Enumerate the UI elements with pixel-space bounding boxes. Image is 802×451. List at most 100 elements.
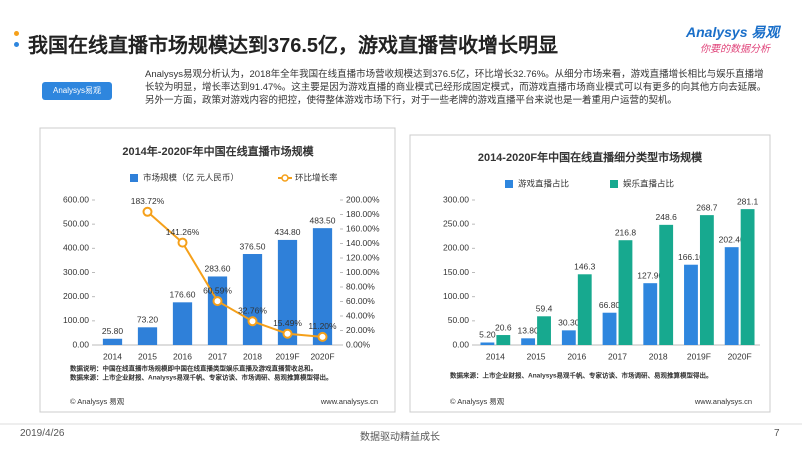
data-label: 281.1 [737, 196, 759, 206]
data-label: 30.30 [558, 318, 580, 328]
x-tick-label: 2014 [486, 351, 505, 361]
chart-note: 数据说明：中国在线直播市场规模即中国在线直播类型娱乐直播及游戏直播营收总和。 [70, 364, 317, 373]
panel [39, 127, 396, 413]
bar [277, 239, 298, 345]
y-tick-label: 50.00 [448, 315, 470, 325]
data-label: 127.90 [637, 270, 663, 280]
y-tick-label: 300.00 [63, 267, 89, 277]
data-label: 11.20% [308, 321, 337, 331]
x-tick-label: 2014 [103, 351, 122, 361]
data-label: 15.49% [273, 318, 302, 328]
data-label: 248.6 [656, 212, 678, 222]
x-tick-label: 2015 [138, 351, 157, 361]
bar [561, 330, 576, 345]
x-tick-label: 2017 [208, 351, 227, 361]
legend-swatch [610, 180, 618, 188]
bar [699, 215, 714, 345]
data-label: 59.4 [536, 304, 553, 314]
legend-label: 环比增长率 [295, 172, 338, 182]
x-tick-label: 2019F [275, 351, 299, 361]
copyright: © Analysys 易观 [450, 397, 505, 406]
y-tick-label: 0.00 [452, 339, 469, 349]
data-label: 183.72% [131, 196, 165, 206]
legend-swatch [130, 174, 138, 182]
data-label: 60.59% [203, 285, 232, 295]
page-number: 7 [774, 428, 780, 439]
line-point [177, 237, 188, 248]
y-tick-label: 500.00 [63, 218, 89, 228]
y-tick-label: 150.00 [443, 267, 469, 277]
legend-label: 游戏直播占比 [518, 178, 569, 188]
y2-tick-label: 160.00% [346, 223, 380, 233]
x-tick-label: 2020F [728, 351, 752, 361]
bar [102, 338, 123, 345]
bar [724, 247, 739, 345]
legend-swatch [505, 180, 513, 188]
bar [172, 302, 193, 345]
bar [137, 327, 158, 345]
y2-tick-label: 180.00% [346, 209, 380, 219]
y2-tick-label: 100.00% [346, 267, 380, 277]
legend-label: 娱乐直播占比 [623, 178, 674, 188]
chart-note: 数据来源：上市企业财报、Analysys易观千帆、专家访谈、市场调研、易观推算模… [450, 371, 713, 380]
data-label: 32.76% [238, 305, 267, 315]
footer-date: 2019/4/26 [20, 428, 65, 439]
copyright: © Analysys 易观 [70, 397, 125, 406]
source-url: www.analysys.cn [320, 397, 378, 406]
data-label: 73.20 [137, 315, 159, 325]
x-tick-label: 2020F [310, 351, 334, 361]
line-point [317, 331, 328, 342]
line [146, 211, 323, 338]
bullet [14, 31, 19, 36]
bar [480, 342, 495, 345]
bar [242, 254, 263, 345]
data-label: 202.40 [719, 234, 745, 244]
x-tick-label: 2016 [173, 351, 192, 361]
line-point [247, 316, 258, 327]
y-tick-label: 0.00 [72, 339, 89, 349]
legend-label: 市场规模（亿 元人民币） [143, 172, 239, 182]
bar [577, 274, 592, 345]
line-point [142, 206, 153, 217]
y-tick-label: 250.00 [443, 218, 469, 228]
x-tick-label: 2017 [608, 351, 627, 361]
data-label: 434.80 [275, 227, 301, 237]
y-tick-label: 200.00 [63, 291, 89, 301]
data-label: 20.6 [495, 322, 512, 332]
x-tick-label: 2016 [567, 351, 586, 361]
footer-slogan: 数据驱动精益成长 [360, 432, 440, 443]
bar [537, 316, 551, 345]
y2-tick-label: 0.00% [346, 339, 371, 349]
y2-tick-label: 140.00% [346, 238, 380, 248]
x-tick-label: 2019F [687, 351, 711, 361]
y-tick-label: 100.00 [63, 315, 89, 325]
chart-title: 2014年-2020F年中国在线直播市场规模 [122, 144, 314, 158]
data-label: 376.50 [240, 241, 266, 251]
data-label: 268.7 [696, 202, 718, 212]
data-label: 5.20 [479, 330, 496, 340]
data-label: 483.50 [310, 215, 336, 225]
logo: Analysys 易观 [686, 24, 780, 40]
bar [312, 228, 333, 345]
line-point [282, 328, 293, 339]
bar [740, 209, 755, 345]
data-label: 146.3 [574, 262, 596, 272]
data-label: 166.10 [678, 252, 704, 262]
legend-swatch [281, 174, 289, 182]
data-label: 176.60 [170, 290, 196, 300]
bar [643, 283, 658, 345]
y2-tick-label: 120.00% [346, 252, 380, 262]
bar [618, 240, 633, 345]
x-tick-label: 2018 [243, 351, 262, 361]
data-label: 141.26% [166, 227, 200, 237]
y2-tick-label: 80.00% [346, 281, 375, 291]
y2-tick-label: 40.00% [346, 310, 375, 320]
y-tick-label: 600.00 [63, 194, 89, 204]
y2-tick-label: 60.00% [346, 296, 375, 306]
summary-text: Analysys易观分析认为，2018年全年我国在线直播市场营收规模达到376.… [145, 69, 767, 106]
chart-note: 数据来源：上市企业财报、Analysys易观千帆、专家访谈、市场调研、易观推算模… [70, 373, 333, 382]
y-tick-label: 100.00 [443, 291, 469, 301]
data-label: 283.60 [205, 264, 231, 274]
bar [659, 224, 674, 345]
